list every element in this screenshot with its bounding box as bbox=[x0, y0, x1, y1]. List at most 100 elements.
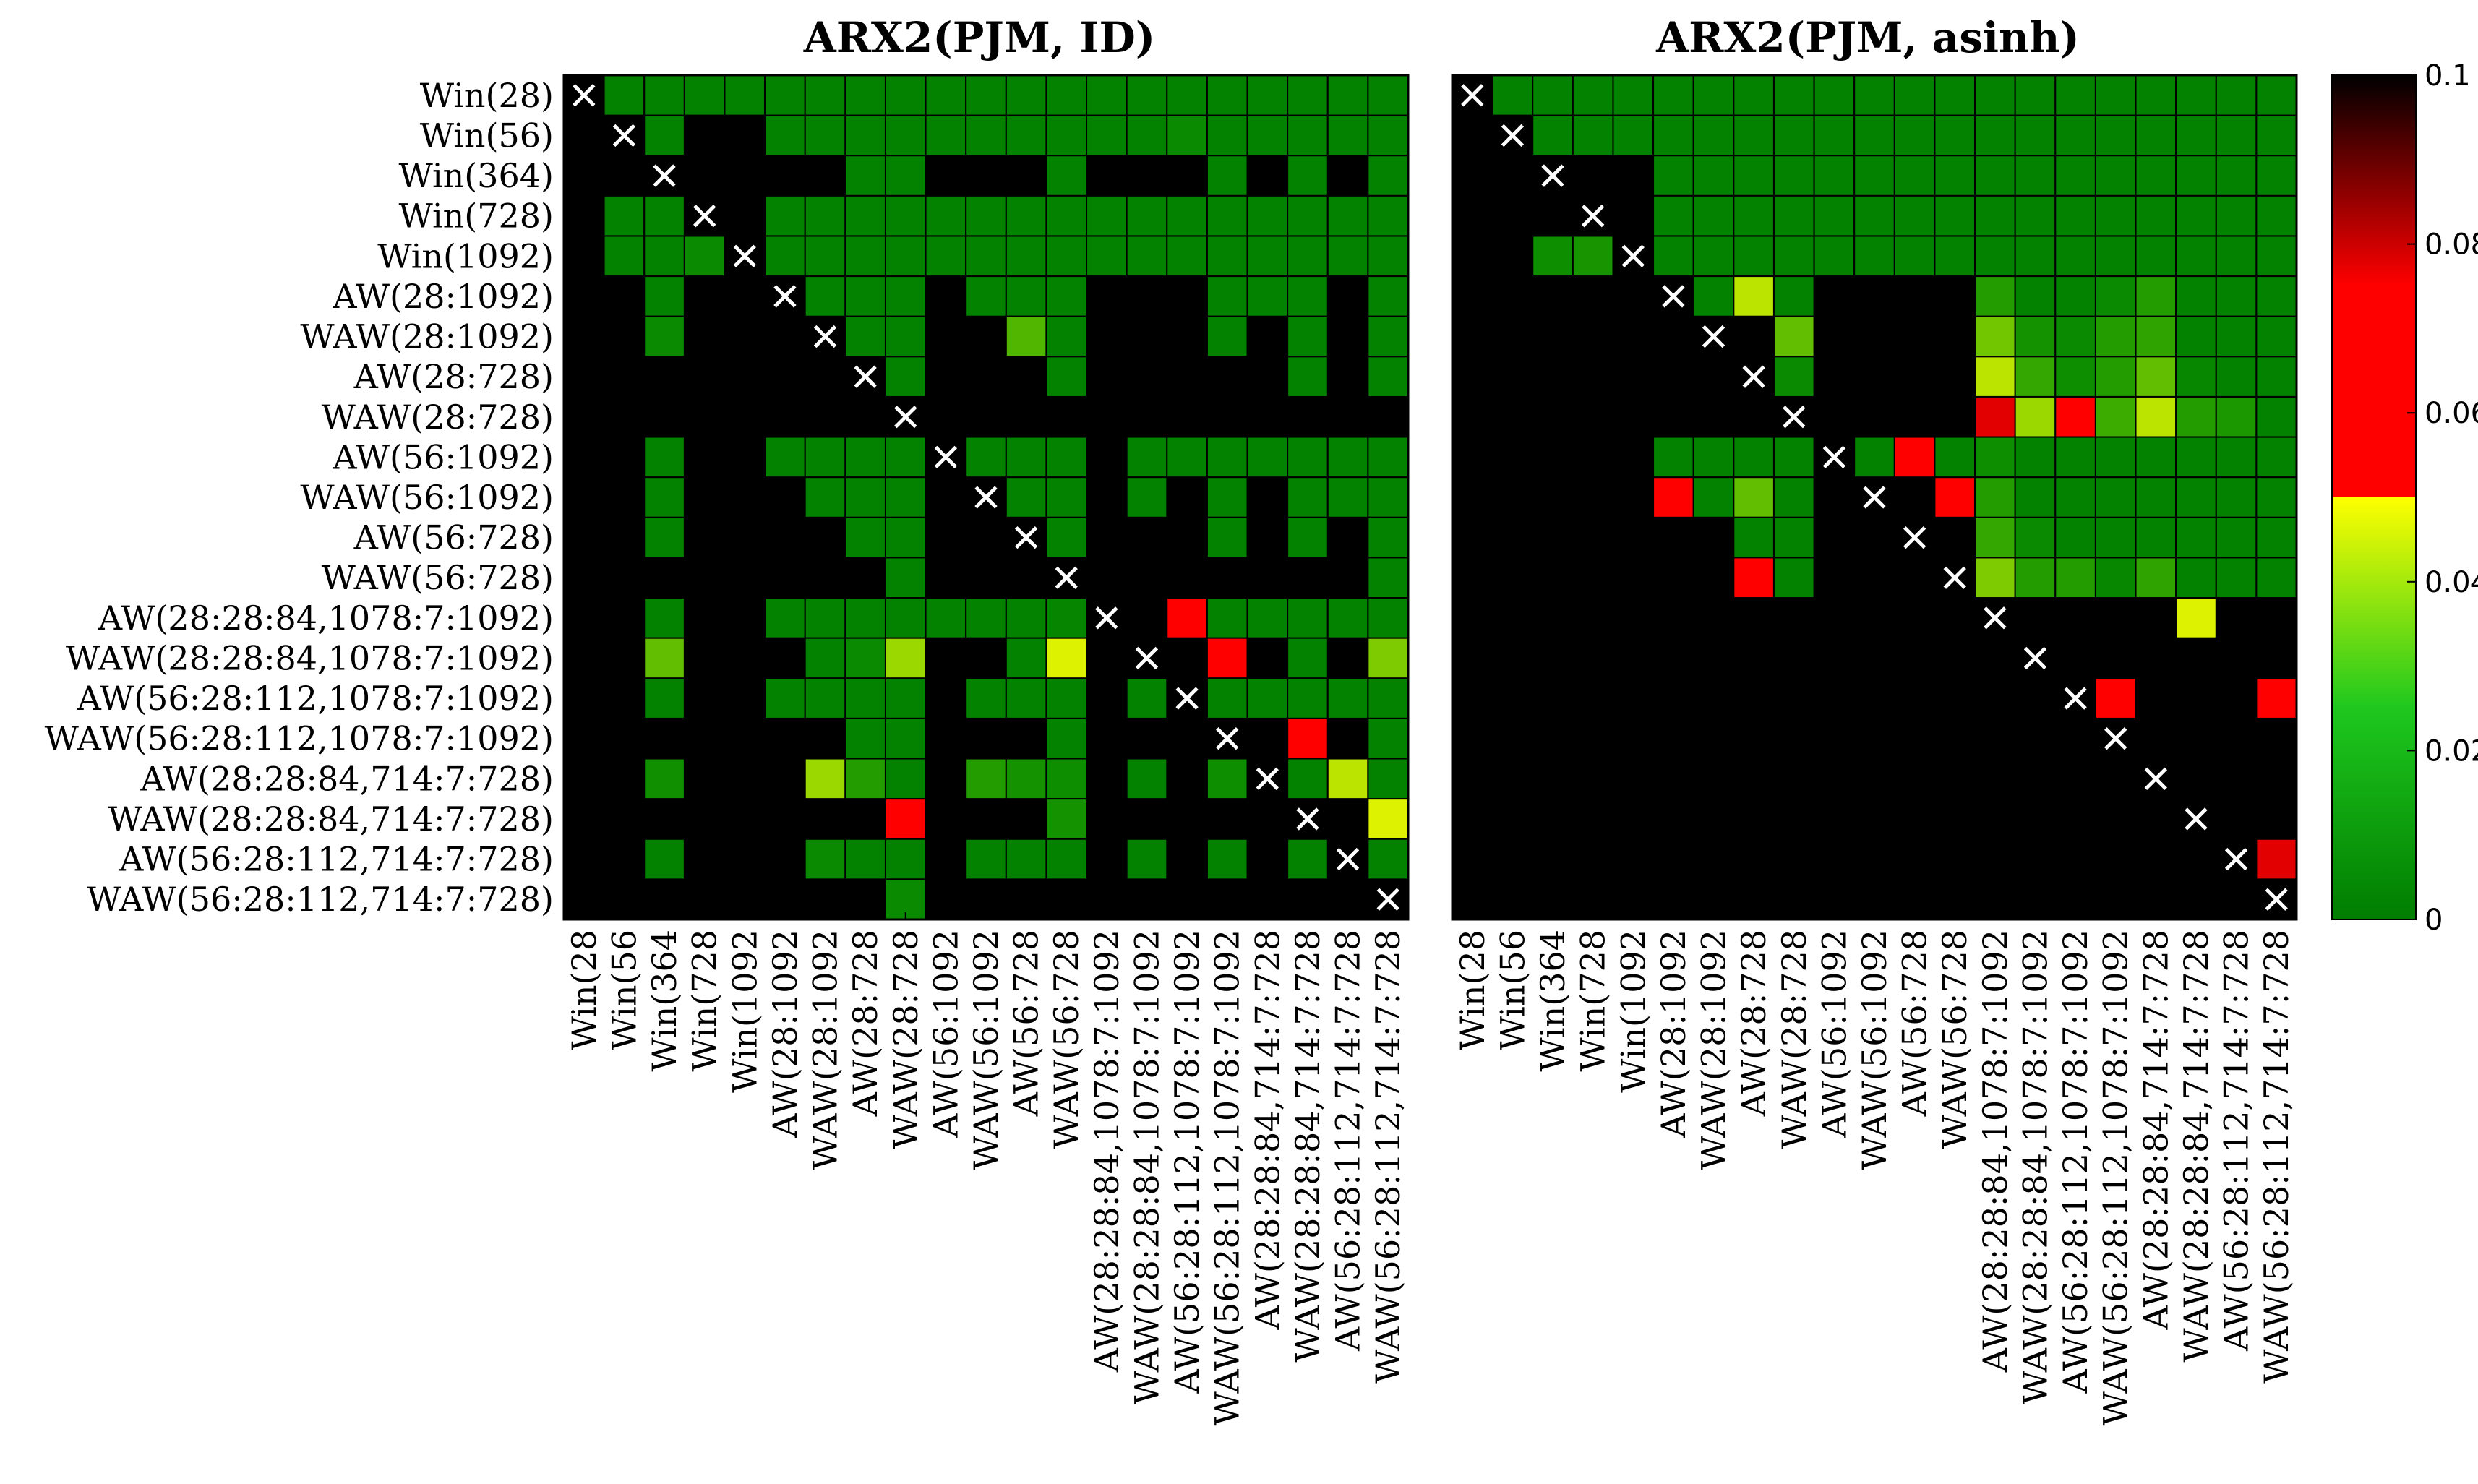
heatmap-cell bbox=[844, 114, 886, 157]
heatmap-cell bbox=[764, 235, 806, 278]
column-label: WAW(28:28:84,1078:7:1092 bbox=[2015, 930, 2054, 1404]
heatmap-cell bbox=[1005, 838, 1047, 880]
heatmap-cell bbox=[2255, 838, 2297, 880]
heatmap-cell bbox=[1086, 74, 1128, 116]
column-label: AW(56:28:112,714:7:728 bbox=[2217, 930, 2256, 1352]
heatmap-cell bbox=[1166, 597, 1208, 639]
heatmap-cell bbox=[844, 758, 886, 800]
heatmap-cell bbox=[2135, 476, 2177, 518]
heatmap-cell bbox=[1974, 155, 2016, 197]
heatmap-panel-1 bbox=[562, 74, 1410, 921]
heatmap-cell bbox=[1086, 114, 1128, 157]
heatmap-cell bbox=[1974, 516, 2016, 559]
diagonal-cross-mark bbox=[1783, 406, 1806, 429]
heatmap-cell bbox=[1206, 194, 1248, 237]
heatmap-cell bbox=[1974, 476, 2016, 518]
column-label: AW(28:1092 bbox=[1654, 930, 1693, 1138]
heatmap-cell bbox=[1045, 476, 1088, 518]
heatmap-cell bbox=[884, 315, 927, 358]
heatmap-cell bbox=[804, 677, 846, 719]
heatmap-cell bbox=[884, 758, 927, 800]
diagonal-cross-mark bbox=[653, 164, 676, 187]
heatmap-cell bbox=[804, 275, 846, 317]
heatmap-cell bbox=[1813, 194, 1856, 237]
heatmap-cell bbox=[1287, 677, 1329, 719]
heatmap-cell bbox=[2094, 315, 2137, 358]
heatmap-cell bbox=[1733, 235, 1775, 278]
heatmap-cell bbox=[1853, 235, 1895, 278]
heatmap-cell bbox=[1692, 436, 1735, 479]
heatmap-cell bbox=[1326, 436, 1369, 479]
colorbar-tick-label: 0.02 bbox=[2425, 734, 2478, 768]
heatmap-cell bbox=[2255, 114, 2297, 157]
heatmap-cell bbox=[643, 838, 685, 880]
heatmap-cell bbox=[1166, 74, 1208, 116]
panel-1-title: ARX2(PJM, ID) bbox=[803, 13, 1156, 62]
colorbar-scale bbox=[2331, 74, 2417, 920]
heatmap-cell bbox=[1813, 235, 1856, 278]
column-label: AW(56:28:112,714:7:728 bbox=[1329, 930, 1368, 1352]
heatmap-cell bbox=[1287, 597, 1329, 639]
colorbar-tick-label: 0.06 bbox=[2425, 397, 2478, 430]
heatmap-cell bbox=[1367, 838, 1410, 880]
heatmap-cell bbox=[1326, 677, 1369, 719]
heatmap-cell bbox=[884, 275, 927, 317]
heatmap-cell bbox=[884, 194, 927, 237]
row-label: Win(56) bbox=[420, 116, 554, 155]
heatmap-cell bbox=[925, 194, 967, 237]
heatmap-cell bbox=[884, 798, 927, 840]
heatmap-cell bbox=[844, 717, 886, 760]
heatmap-cell bbox=[2255, 476, 2297, 518]
heatmap-cell bbox=[1326, 235, 1369, 278]
diagonal-cross-mark bbox=[773, 285, 797, 308]
heatmap-cell bbox=[1045, 155, 1088, 197]
heatmap-cell bbox=[643, 74, 685, 116]
heatmap-cell bbox=[1126, 758, 1168, 800]
heatmap-cell bbox=[1045, 717, 1088, 760]
diagonal-cross-mark bbox=[1296, 807, 1319, 831]
heatmap-cell bbox=[2175, 597, 2217, 639]
column-label: WAW(56:28:112,1078:7:1092 bbox=[2096, 930, 2135, 1425]
heatmap-cell bbox=[1893, 436, 1936, 479]
column-label: Win(1092 bbox=[725, 930, 764, 1093]
heatmap-cell bbox=[965, 597, 1007, 639]
heatmap-cell bbox=[1652, 235, 1694, 278]
heatmap-cell bbox=[2135, 155, 2177, 197]
heatmap-cell bbox=[643, 476, 685, 518]
heatmap-cell bbox=[2094, 74, 2137, 116]
heatmap-cell bbox=[2014, 315, 2057, 358]
heatmap-cell bbox=[884, 637, 927, 679]
heatmap-cell bbox=[2094, 395, 2137, 438]
heatmap-cell bbox=[764, 677, 806, 719]
heatmap-cell bbox=[1045, 798, 1088, 840]
row-label: WAW(28:28:84,1078:7:1092) bbox=[66, 638, 554, 677]
column-label: WAW(28:728 bbox=[886, 930, 925, 1149]
column-label: WAW(56:28:112,714:7:728 bbox=[1368, 930, 1407, 1384]
heatmap-cell bbox=[1005, 194, 1047, 237]
heatmap-cell bbox=[2215, 114, 2258, 157]
heatmap-cell bbox=[844, 838, 886, 880]
heatmap-cell bbox=[1652, 194, 1694, 237]
heatmap-cell bbox=[1206, 155, 1248, 197]
heatmap-cell bbox=[2014, 395, 2057, 438]
heatmap-panel-2 bbox=[1451, 74, 2298, 921]
heatmap-cell bbox=[2255, 395, 2297, 438]
heatmap-cell bbox=[1326, 194, 1369, 237]
heatmap-cell bbox=[1772, 114, 1815, 157]
heatmap-cell bbox=[1326, 597, 1369, 639]
heatmap-cell bbox=[643, 114, 685, 157]
diagonal-cross-mark bbox=[1216, 727, 1239, 750]
heatmap-cell bbox=[1287, 717, 1329, 760]
diagonal-cross-mark bbox=[1943, 566, 1966, 589]
column-label: WAW(28:28:84,714:7:728 bbox=[2177, 930, 2216, 1363]
row-label: WAW(56:728) bbox=[322, 558, 554, 597]
heatmap-cell bbox=[1692, 155, 1735, 197]
heatmap-cell bbox=[1126, 436, 1168, 479]
heatmap-cell bbox=[1287, 194, 1329, 237]
heatmap-cell bbox=[2135, 235, 2177, 278]
heatmap-cell bbox=[2175, 194, 2217, 237]
diagonal-cross-mark bbox=[894, 406, 917, 429]
heatmap-cell bbox=[2014, 155, 2057, 197]
heatmap-cell bbox=[643, 315, 685, 358]
diagonal-cross-mark bbox=[693, 204, 716, 228]
